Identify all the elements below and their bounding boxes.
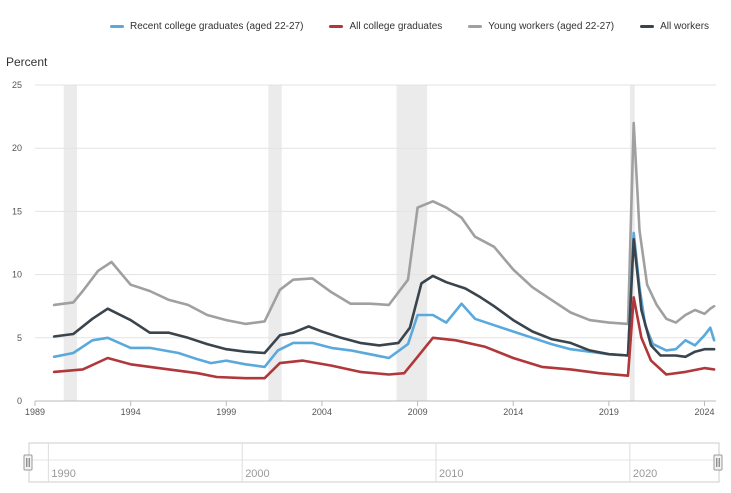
x-tick-label: 1989 bbox=[25, 407, 45, 417]
y-tick-label: 0 bbox=[17, 396, 22, 406]
x-tick-label: 2009 bbox=[408, 407, 428, 417]
y-tick-label: 25 bbox=[12, 80, 22, 90]
x-tick-label: 1994 bbox=[121, 407, 141, 417]
x-tick-label: 2004 bbox=[312, 407, 332, 417]
legend-item-all-grads[interactable]: All college graduates bbox=[329, 21, 442, 32]
navigator-label: 2020 bbox=[633, 468, 657, 480]
x-tick-label: 2019 bbox=[599, 407, 619, 417]
y-axis-title: Percent bbox=[6, 55, 48, 69]
navigator-label: 2000 bbox=[245, 468, 269, 480]
navigator-right-handle[interactable] bbox=[713, 454, 723, 471]
series-line-all-workers bbox=[52, 237, 716, 359]
recession-band bbox=[268, 85, 282, 401]
legend-swatch bbox=[468, 25, 483, 28]
legend-swatch bbox=[110, 25, 124, 28]
navigator-left-handle[interactable] bbox=[23, 454, 33, 471]
recession-band bbox=[63, 85, 78, 401]
legend-swatch bbox=[329, 25, 344, 28]
y-tick-label: 10 bbox=[12, 270, 22, 280]
x-tick-label: 2024 bbox=[695, 407, 715, 417]
x-tick-label: 1999 bbox=[216, 407, 236, 417]
y-tick-label: 20 bbox=[12, 143, 22, 153]
series-line-young-workers bbox=[52, 121, 716, 326]
legend-label: Young workers (aged 22-27) bbox=[488, 21, 615, 32]
series-line-recent-grads bbox=[52, 231, 716, 369]
legend-item-recent-grads[interactable]: Recent college graduates (aged 22-27) bbox=[110, 21, 303, 32]
legend-label: All college graduates bbox=[349, 21, 443, 32]
navigator-label: 1990 bbox=[51, 468, 75, 480]
series-line-all-grads bbox=[52, 296, 716, 380]
chart-legend: Recent college graduates (aged 22-27) Al… bbox=[110, 21, 709, 32]
legend-item-all-workers[interactable]: All workers bbox=[640, 21, 709, 32]
legend-label: All workers bbox=[660, 21, 710, 32]
y-tick-label: 15 bbox=[12, 206, 22, 216]
navigator-label: 2010 bbox=[439, 468, 463, 480]
navigator-frame bbox=[28, 442, 720, 483]
y-tick-label: 5 bbox=[17, 333, 22, 343]
x-tick-label: 2014 bbox=[503, 407, 523, 417]
legend-label: Recent college graduates (aged 22-27) bbox=[130, 21, 304, 32]
legend-item-young-workers[interactable]: Young workers (aged 22-27) bbox=[468, 21, 614, 32]
legend-swatch bbox=[640, 25, 655, 28]
